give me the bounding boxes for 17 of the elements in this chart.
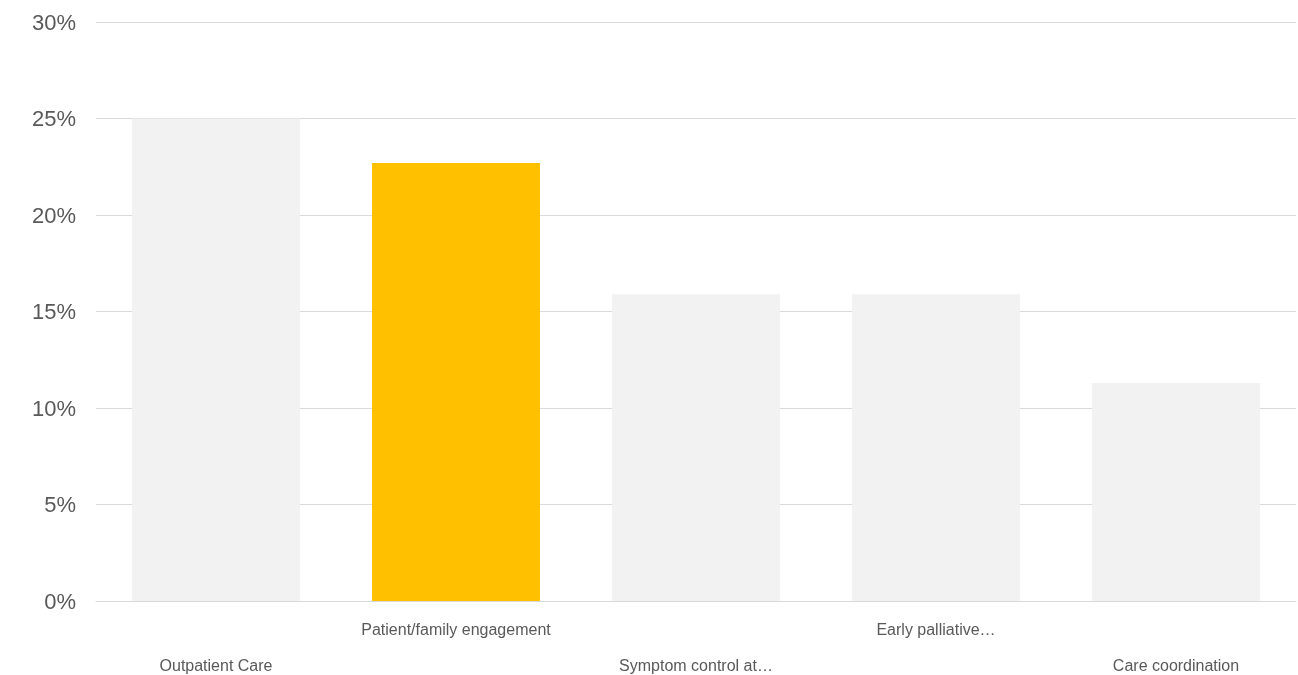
bar bbox=[852, 294, 1020, 601]
y-tick-label: 0% bbox=[44, 588, 76, 614]
y-tick-label: 15% bbox=[31, 299, 76, 324]
x-tick-label: Patient/family engagement bbox=[361, 620, 552, 638]
bar bbox=[132, 118, 300, 601]
x-tick-label: Care coordination bbox=[1112, 656, 1240, 674]
y-tick-label: 30% bbox=[31, 9, 76, 35]
y-tick-label: 5% bbox=[44, 492, 76, 517]
x-tick-label: Symptom control at… bbox=[619, 656, 773, 674]
x-tick-label: Early palliative… bbox=[876, 620, 996, 638]
y-tick-label: 20% bbox=[31, 202, 76, 228]
x-tick-label: Outpatient Care bbox=[159, 656, 273, 674]
bar bbox=[612, 294, 780, 601]
bar bbox=[1092, 382, 1260, 601]
y-tick-label: 10% bbox=[31, 395, 76, 421]
y-tick-label: 25% bbox=[31, 106, 76, 131]
bar bbox=[372, 162, 540, 601]
